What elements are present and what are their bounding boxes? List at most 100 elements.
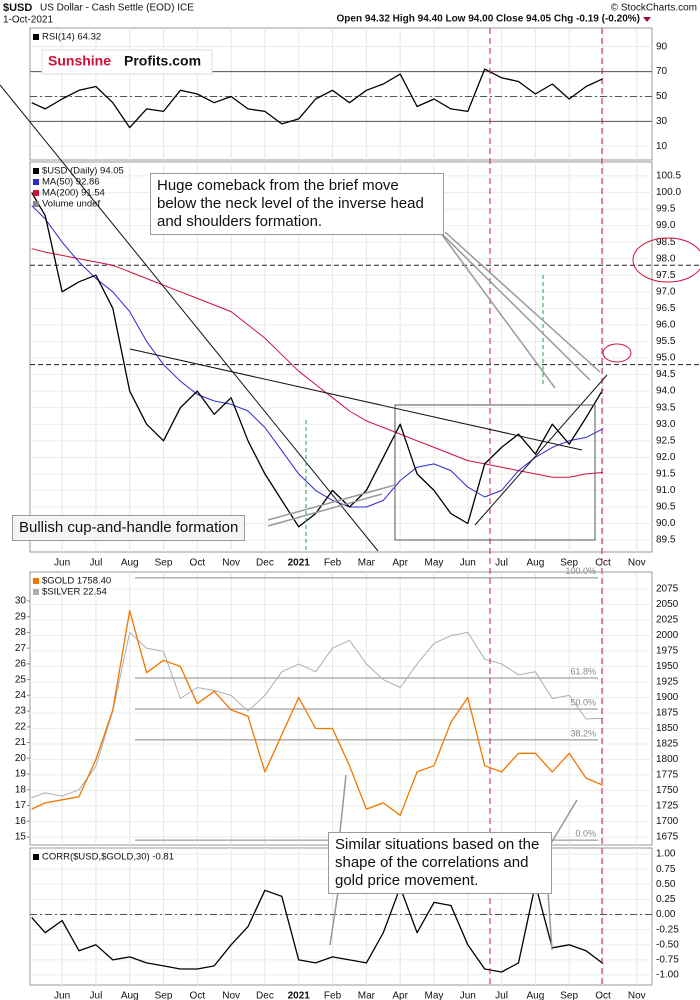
x-tick-label: Sep — [155, 991, 173, 1000]
x-tick-label: Nov — [222, 558, 240, 569]
x-tick-label: Aug — [121, 558, 139, 569]
y2-tick-label: 1825 — [656, 739, 679, 750]
x-tick-label: Nov — [222, 991, 240, 1000]
y-tick-label: 95.0 — [656, 353, 676, 364]
y-tick-label: -0.25 — [656, 924, 679, 935]
x-tick-label: May — [425, 558, 444, 569]
x-tick-label: Sep — [560, 558, 578, 569]
x-tick-label: Aug — [526, 558, 544, 569]
legend-label: $USD (Daily) 94.05 — [42, 166, 124, 177]
y-tick-label: 19 — [15, 769, 27, 780]
cup-box — [394, 404, 596, 541]
y-tick-label: 30 — [656, 116, 668, 127]
y-tick-label: 100.5 — [656, 171, 681, 182]
logo-text: Profits.com — [124, 53, 201, 69]
panel-frame — [29, 27, 653, 161]
fib-label: 61.8% — [570, 666, 596, 676]
y-tick-label: 0.75 — [656, 864, 676, 875]
callout-line — [547, 891, 553, 951]
legend-swatch — [33, 854, 39, 860]
x-tick-label: Oct — [595, 991, 611, 1000]
y-tick-label: 25 — [15, 674, 27, 685]
series-line — [31, 883, 604, 973]
legend-swatch — [33, 190, 39, 196]
y-tick-label: 26 — [15, 659, 27, 670]
fib-label: 0.0% — [575, 828, 596, 838]
y-tick-label: 99.5 — [656, 204, 676, 215]
legend-label: CORR($USD,$GOLD,30) -0.81 — [42, 852, 174, 863]
y-tick-label: 98.5 — [656, 237, 676, 248]
y-tick-label: 28 — [15, 627, 27, 638]
legend-swatch — [33, 168, 39, 174]
y-tick-label: 30 — [15, 596, 27, 607]
y-tick-label: 97.5 — [656, 270, 676, 281]
y-tick-label: 92.0 — [656, 452, 676, 463]
y-tick-label: 17 — [15, 800, 27, 811]
series-line — [31, 610, 604, 816]
y-tick-label: 18 — [15, 784, 27, 795]
x-tick-label: Aug — [121, 991, 139, 1000]
y-tick-label: 93.0 — [656, 419, 676, 430]
x-tick-label: Aug — [526, 991, 544, 1000]
y-tick-label: 90 — [656, 41, 668, 52]
legend-swatch — [33, 179, 39, 185]
callout-line — [439, 231, 556, 389]
y-tick-label: 24 — [15, 690, 27, 701]
legend-label: $GOLD 1758.40 — [42, 576, 111, 587]
y2-tick-label: 1675 — [656, 832, 679, 843]
y-tick-label: -0.50 — [656, 939, 679, 950]
y-tick-label: 90.5 — [656, 502, 676, 513]
y-tick-label: 21 — [15, 737, 27, 748]
fib-label: 38.2% — [570, 728, 596, 738]
legend-label: $SILVER 22.54 — [42, 587, 107, 598]
y2-tick-label: 1900 — [656, 692, 679, 703]
y-tick-label: 20 — [15, 753, 27, 764]
y-tick-label: 94.5 — [656, 369, 676, 380]
y2-tick-label: 1700 — [656, 816, 679, 827]
quote: Open 94.32 High 94.40 Low 94.00 Close 94… — [337, 14, 640, 25]
symbol: $USD — [3, 2, 32, 14]
x-tick-label: Sep — [155, 558, 173, 569]
x-tick-label: Jul — [90, 558, 103, 569]
x-tick-label: Feb — [324, 558, 342, 569]
x-tick-label: 2021 — [288, 558, 311, 569]
y-tick-label: 96.5 — [656, 303, 676, 314]
y-tick-label: 0.25 — [656, 894, 676, 905]
series-line — [31, 205, 604, 508]
callout-line — [329, 891, 339, 946]
callout-line — [339, 774, 347, 833]
legend-swatch — [33, 201, 39, 207]
x-tick-label: Feb — [324, 991, 342, 1000]
annotation: Similar situations based on the shape of… — [328, 832, 552, 894]
trend-line — [0, 84, 379, 552]
legend-label: RSI(14) 64.32 — [42, 32, 101, 43]
y-tick-label: 16 — [15, 816, 27, 827]
y-tick-label: 23 — [15, 706, 27, 717]
callout-line — [444, 231, 601, 373]
y-tick-label: 1.00 — [656, 849, 676, 860]
y2-tick-label: 1925 — [656, 677, 679, 688]
y2-tick-label: 1725 — [656, 801, 679, 812]
y-tick-label: 10 — [656, 141, 668, 152]
x-tick-label: Jul — [495, 558, 508, 569]
x-tick-label: Dec — [256, 991, 274, 1000]
callout-line — [549, 799, 578, 846]
legend-swatch — [33, 34, 39, 40]
annotation: Huge comeback from the brief move below … — [150, 173, 444, 235]
highlight-ellipse — [632, 237, 700, 283]
y2-tick-label: 2050 — [656, 599, 679, 610]
x-tick-label: May — [425, 991, 444, 1000]
source: © StockCharts.com — [611, 3, 697, 14]
y-tick-label: 50 — [656, 91, 668, 102]
y-tick-label: 99.0 — [656, 220, 676, 231]
x-tick-label: Nov — [628, 558, 646, 569]
y-tick-label: 96.0 — [656, 320, 676, 331]
legend-label: MA(50) 92.86 — [42, 177, 100, 188]
x-tick-label: Oct — [595, 558, 611, 569]
callout-line — [267, 493, 383, 527]
x-tick-label: Apr — [392, 558, 408, 569]
y2-tick-label: 2025 — [656, 615, 679, 626]
y-tick-label: 95.5 — [656, 336, 676, 347]
logo-text: Sunshine — [48, 53, 111, 69]
